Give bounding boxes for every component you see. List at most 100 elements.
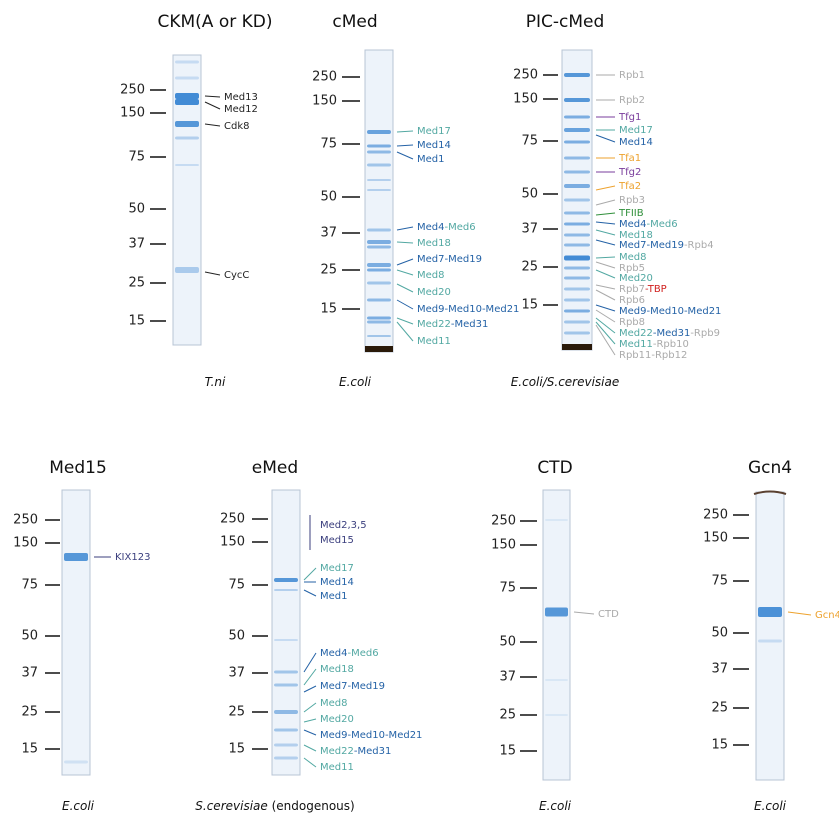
leader-line — [205, 96, 220, 97]
panel-title: Med15 — [49, 458, 107, 478]
band-label: Med7-Med19 — [320, 681, 385, 692]
marker-label: 50 — [711, 626, 728, 641]
band — [564, 277, 590, 280]
band-label: Med20 — [619, 273, 653, 284]
marker-label: 250 — [703, 508, 728, 523]
band-label: CTD — [598, 609, 619, 620]
band — [545, 714, 568, 716]
marker-label: 25 — [21, 705, 38, 720]
label-part: Rpb2 — [619, 95, 645, 106]
band — [175, 121, 199, 127]
label-part: CycC — [224, 270, 249, 281]
label-part: Med11 — [619, 339, 653, 350]
label-part: Med13 — [224, 92, 258, 103]
band-label: CycC — [224, 270, 249, 281]
label-part: Med17 — [619, 125, 653, 136]
marker-label: 75 — [320, 137, 337, 152]
label-part: Med9-Med10-Med21 — [619, 306, 721, 317]
band — [274, 710, 298, 714]
leader-line — [788, 612, 811, 615]
leader-line — [596, 262, 615, 268]
band — [175, 99, 199, 105]
label-part: Med14 — [619, 137, 653, 148]
gel-lane — [62, 490, 90, 775]
panel-title: Gcn4 — [748, 458, 792, 478]
marker-label: 50 — [21, 629, 38, 644]
caption-part: E.coli — [339, 375, 372, 389]
marker-label: 50 — [320, 190, 337, 205]
band-label: KIX123 — [115, 552, 150, 563]
band — [564, 98, 590, 102]
leader-line — [304, 590, 316, 596]
band-label: Med17 — [619, 125, 653, 136]
band-label: Rpb8 — [619, 317, 645, 328]
label-part: Med22 — [320, 746, 354, 757]
band — [175, 267, 199, 273]
leader-line — [596, 213, 615, 215]
label-part: Med7-Med19 — [619, 240, 684, 251]
leader-line — [574, 612, 594, 614]
gel-panel: PIC-cMed2501507550372515Rpb1Rpb2Tfg1Med1… — [511, 12, 722, 389]
leader-line — [397, 322, 413, 341]
leader-line — [596, 230, 615, 235]
leader-line — [304, 669, 316, 685]
label-part: Med8 — [320, 698, 348, 709]
leader-line — [596, 290, 615, 300]
leader-line — [304, 568, 316, 580]
band — [564, 73, 590, 77]
band-label: Rpb7-TBP — [619, 284, 667, 295]
band — [545, 519, 568, 521]
label-part: Med9-Med10-Med21 — [320, 730, 422, 741]
marker-label: 75 — [21, 578, 38, 593]
marker-label: 25 — [128, 276, 145, 291]
band — [367, 145, 391, 148]
label-part: -Rpb10 — [653, 339, 689, 350]
band — [274, 729, 298, 732]
gel-panel: Med152501507550372515KIX123E.coli — [13, 458, 150, 813]
band — [564, 223, 590, 226]
band — [367, 189, 391, 191]
marker-label: 250 — [513, 68, 538, 83]
marker-label: 15 — [128, 314, 145, 329]
band-label: Med22-Med31 — [417, 319, 488, 330]
label-part: Rpb8 — [619, 317, 645, 328]
label-part: Med22 — [619, 328, 653, 339]
caption-part: E.coli — [62, 799, 95, 813]
marker-label: 15 — [711, 738, 728, 753]
band — [274, 639, 298, 641]
leader-line — [304, 653, 316, 672]
band-label: Med14 — [417, 140, 451, 151]
leader-line — [397, 318, 413, 324]
band — [564, 141, 590, 144]
marker-label: 25 — [711, 701, 728, 716]
marker-label: 25 — [499, 708, 516, 723]
label-part: Tfg2 — [618, 167, 641, 178]
marker-label: 250 — [120, 83, 145, 98]
band-label: Tfa1 — [618, 153, 641, 164]
marker-label: 250 — [312, 70, 337, 85]
gel-panel: CKM(A or KD)2501507550372515Med13Med12Cd… — [120, 12, 272, 389]
band — [564, 128, 590, 132]
label-part: Med20 — [320, 714, 354, 725]
panel-title: cMed — [332, 12, 377, 32]
caption: E.coli/S.cerevisiae — [511, 375, 620, 389]
band-label: Rpb1 — [619, 70, 645, 81]
label-part: -Rpb9 — [690, 328, 720, 339]
caption: E.coli — [62, 799, 95, 813]
band-label: Med13 — [224, 92, 258, 103]
band-label: Med8 — [417, 270, 445, 281]
band-label: Med9-Med10-Med21 — [320, 730, 422, 741]
band — [545, 679, 568, 681]
caption-part: E.coli/S.cerevisiae — [511, 375, 620, 389]
label-part: Med1 — [320, 591, 348, 602]
band — [274, 684, 298, 687]
label-part: Med11 — [320, 762, 354, 773]
band — [758, 640, 782, 643]
label-part: -TBP — [645, 284, 667, 295]
band-label: Med18 — [320, 664, 354, 675]
marker-label: 15 — [320, 302, 337, 317]
label-part: KIX123 — [115, 552, 150, 563]
band — [367, 164, 391, 167]
band-label: Med17 — [320, 563, 354, 574]
